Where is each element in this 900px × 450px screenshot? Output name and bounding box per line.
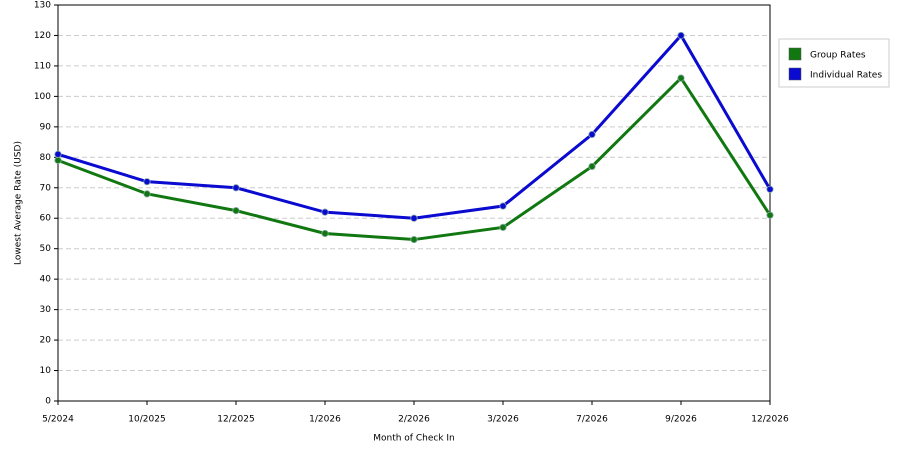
legend-swatch: [788, 47, 802, 61]
x-tick-label: 12/2025: [217, 415, 254, 425]
plot-frame: [57, 4, 771, 402]
y-axis-title: Lowest Average Rate (USD): [14, 141, 24, 265]
data-point: [410, 235, 418, 244]
data-point: [766, 185, 774, 193]
y-tick-label: 110: [34, 61, 51, 71]
y-tick-label: 20: [40, 336, 52, 346]
y-tick-label: 50: [40, 244, 52, 254]
y-tick-label: 100: [34, 92, 51, 102]
x-tick-label: 2/2026: [398, 415, 430, 425]
data-point: [143, 190, 151, 198]
y-tick-label: 80: [40, 153, 52, 163]
y-tick-label: 60: [40, 214, 52, 224]
x-tick-label: 10/2025: [128, 415, 165, 425]
x-tick-label: 5/2024: [42, 415, 74, 425]
y-tick-label: 30: [40, 305, 52, 315]
y-tick-label: 120: [34, 31, 51, 41]
data-point: [588, 130, 596, 139]
data-point: [677, 31, 685, 40]
data-point: [499, 223, 507, 231]
x-tick-label: 1/2026: [309, 415, 341, 425]
data-point: [321, 208, 329, 216]
y-tick-label: 0: [45, 397, 51, 407]
x-axis-title: Month of Check In: [373, 434, 455, 444]
legend-box: [778, 38, 890, 88]
data-point: [499, 202, 507, 210]
legend-label: Individual Rates: [810, 71, 882, 81]
data-point: [588, 162, 596, 171]
data-point: [143, 178, 151, 186]
data-point: [232, 184, 240, 192]
y-tick-label: 90: [40, 122, 52, 132]
x-tick-label: 7/2026: [576, 415, 608, 425]
x-tick-label: 9/2026: [665, 415, 697, 425]
data-point: [677, 74, 685, 82]
data-point: [54, 150, 62, 158]
y-tick-label: 70: [40, 183, 52, 193]
x-tick-label: 3/2026: [487, 415, 519, 425]
legend-label: Group Rates: [810, 51, 866, 61]
data-point: [232, 207, 240, 215]
data-point: [410, 214, 418, 222]
x-tick-label: 12/2026: [751, 415, 789, 425]
data-point: [766, 211, 774, 219]
y-tick-label: 130: [34, 1, 51, 11]
data-point: [54, 156, 62, 164]
y-tick-label: 40: [40, 275, 52, 285]
y-tick-label: 10: [40, 366, 52, 376]
data-point: [321, 229, 329, 238]
legend-swatch: [788, 67, 802, 81]
